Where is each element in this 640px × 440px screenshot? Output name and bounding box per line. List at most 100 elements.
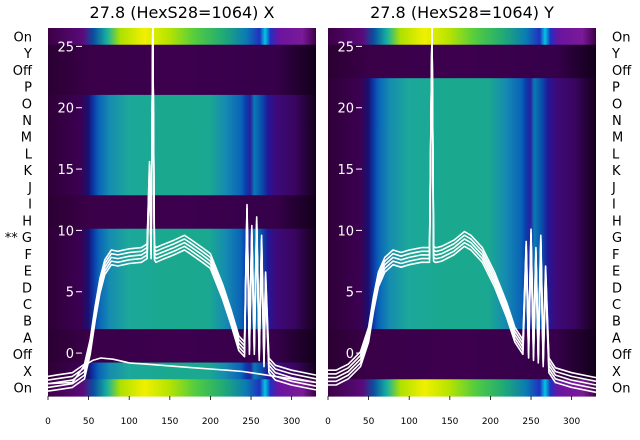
heatmap-row — [328, 379, 596, 397]
x-tick-label: 250 — [242, 417, 259, 427]
row-label: G — [612, 231, 622, 246]
heatmap-row — [48, 312, 316, 330]
row-label: ** G — [5, 231, 32, 246]
x-tick-label: 0 — [325, 417, 331, 427]
x-tick-label: 50 — [363, 417, 375, 427]
row-label: C — [612, 298, 621, 313]
heatmap-row — [48, 262, 316, 280]
heatmap-row — [328, 145, 596, 163]
heatmap-row — [328, 278, 596, 297]
row-label: A — [23, 332, 32, 347]
heatmap-row — [328, 61, 596, 79]
row-label: K — [612, 164, 621, 179]
y-tick-label: 5 — [346, 286, 354, 301]
row-label: N — [22, 114, 32, 129]
row-label: N — [612, 114, 622, 129]
heatmap-row — [48, 195, 316, 213]
y-tick-label: 20 — [337, 102, 354, 117]
row-label: J — [27, 181, 32, 196]
row-label: O — [22, 97, 32, 112]
x-tick-label: 150 — [441, 417, 458, 427]
heatmap-row — [328, 28, 596, 46]
x-tick-label: 150 — [161, 417, 178, 427]
heatmap-row — [48, 161, 316, 180]
heatmap-row — [328, 345, 596, 364]
heatmap-row — [328, 111, 596, 129]
row-label: I — [28, 198, 32, 213]
row-label: B — [612, 315, 621, 330]
row-label: M — [612, 131, 623, 146]
y-tick-label: 0 — [346, 347, 354, 362]
heatmap-row — [48, 128, 316, 146]
heatmap-row — [48, 111, 316, 129]
heatmap-row — [48, 278, 316, 297]
heatmap-row — [328, 262, 596, 280]
x-tick-label: 200 — [202, 417, 219, 427]
row-label: Off — [612, 64, 632, 79]
heatmap-row — [328, 295, 596, 313]
y-tick-label: 10 — [337, 224, 354, 239]
x-tick-label: 100 — [401, 417, 418, 427]
row-label: L — [25, 148, 33, 163]
chart-title: 27.8 (HexS28=1064) Y — [370, 3, 554, 22]
heatmap-row — [328, 178, 596, 196]
row-label: D — [22, 281, 32, 296]
row-label: On — [612, 382, 630, 397]
row-label: Y — [23, 47, 32, 62]
y-tick-label: 10 — [57, 224, 74, 239]
row-label: L — [612, 148, 620, 163]
heatmap-row — [48, 178, 316, 196]
row-label: F — [612, 248, 619, 263]
heatmap-row — [48, 212, 316, 230]
heatmap-row — [328, 94, 596, 113]
chart-title: 27.8 (HexS28=1064) X — [90, 3, 275, 22]
row-label: Y — [611, 47, 620, 62]
row-label: On — [612, 30, 630, 45]
row-label: E — [612, 265, 620, 280]
row-label: H — [22, 214, 32, 229]
row-label: On — [14, 30, 32, 45]
heatmap-row — [48, 61, 316, 79]
row-label: M — [21, 131, 32, 146]
heatmap-row — [328, 44, 596, 63]
row-label: C — [23, 298, 32, 313]
heatmap-row — [48, 28, 316, 46]
heatmap-row — [48, 94, 316, 113]
heatmap-row — [328, 161, 596, 180]
row-label: I — [612, 198, 616, 213]
row-label: P — [612, 81, 620, 96]
heatmap-row — [328, 212, 596, 230]
y-tick-label: 15 — [57, 163, 74, 178]
y-tick-label: 5 — [66, 286, 74, 301]
heatmap-row — [328, 195, 596, 213]
y-tick-label: 0 — [66, 347, 74, 362]
x-tick-label: 200 — [482, 417, 499, 427]
heatmap-row — [48, 295, 316, 313]
row-label: O — [612, 97, 622, 112]
y-tick-label: 20 — [57, 102, 74, 117]
row-label: X — [612, 365, 621, 380]
y-tick-label: 25 — [57, 40, 74, 55]
heatmap-row — [328, 78, 596, 96]
row-label: F — [25, 248, 32, 263]
y-tick-label: 25 — [337, 40, 354, 55]
row-label: Off — [13, 64, 33, 79]
heatmap-row — [48, 228, 316, 247]
series-line — [47, 27, 317, 378]
heatmap-row — [48, 44, 316, 63]
heatmap-row — [48, 145, 316, 163]
heatmap-row — [48, 362, 316, 380]
heatmap-row — [328, 362, 596, 380]
row-label: On — [14, 382, 32, 397]
heatmap-row — [48, 329, 316, 347]
row-label: X — [23, 365, 32, 380]
x-tick-label: 0 — [45, 417, 51, 427]
heatmap-row — [48, 78, 316, 96]
row-label: E — [24, 265, 32, 280]
row-label: D — [612, 281, 622, 296]
row-label: Off — [612, 348, 632, 363]
row-label: Off — [13, 348, 33, 363]
